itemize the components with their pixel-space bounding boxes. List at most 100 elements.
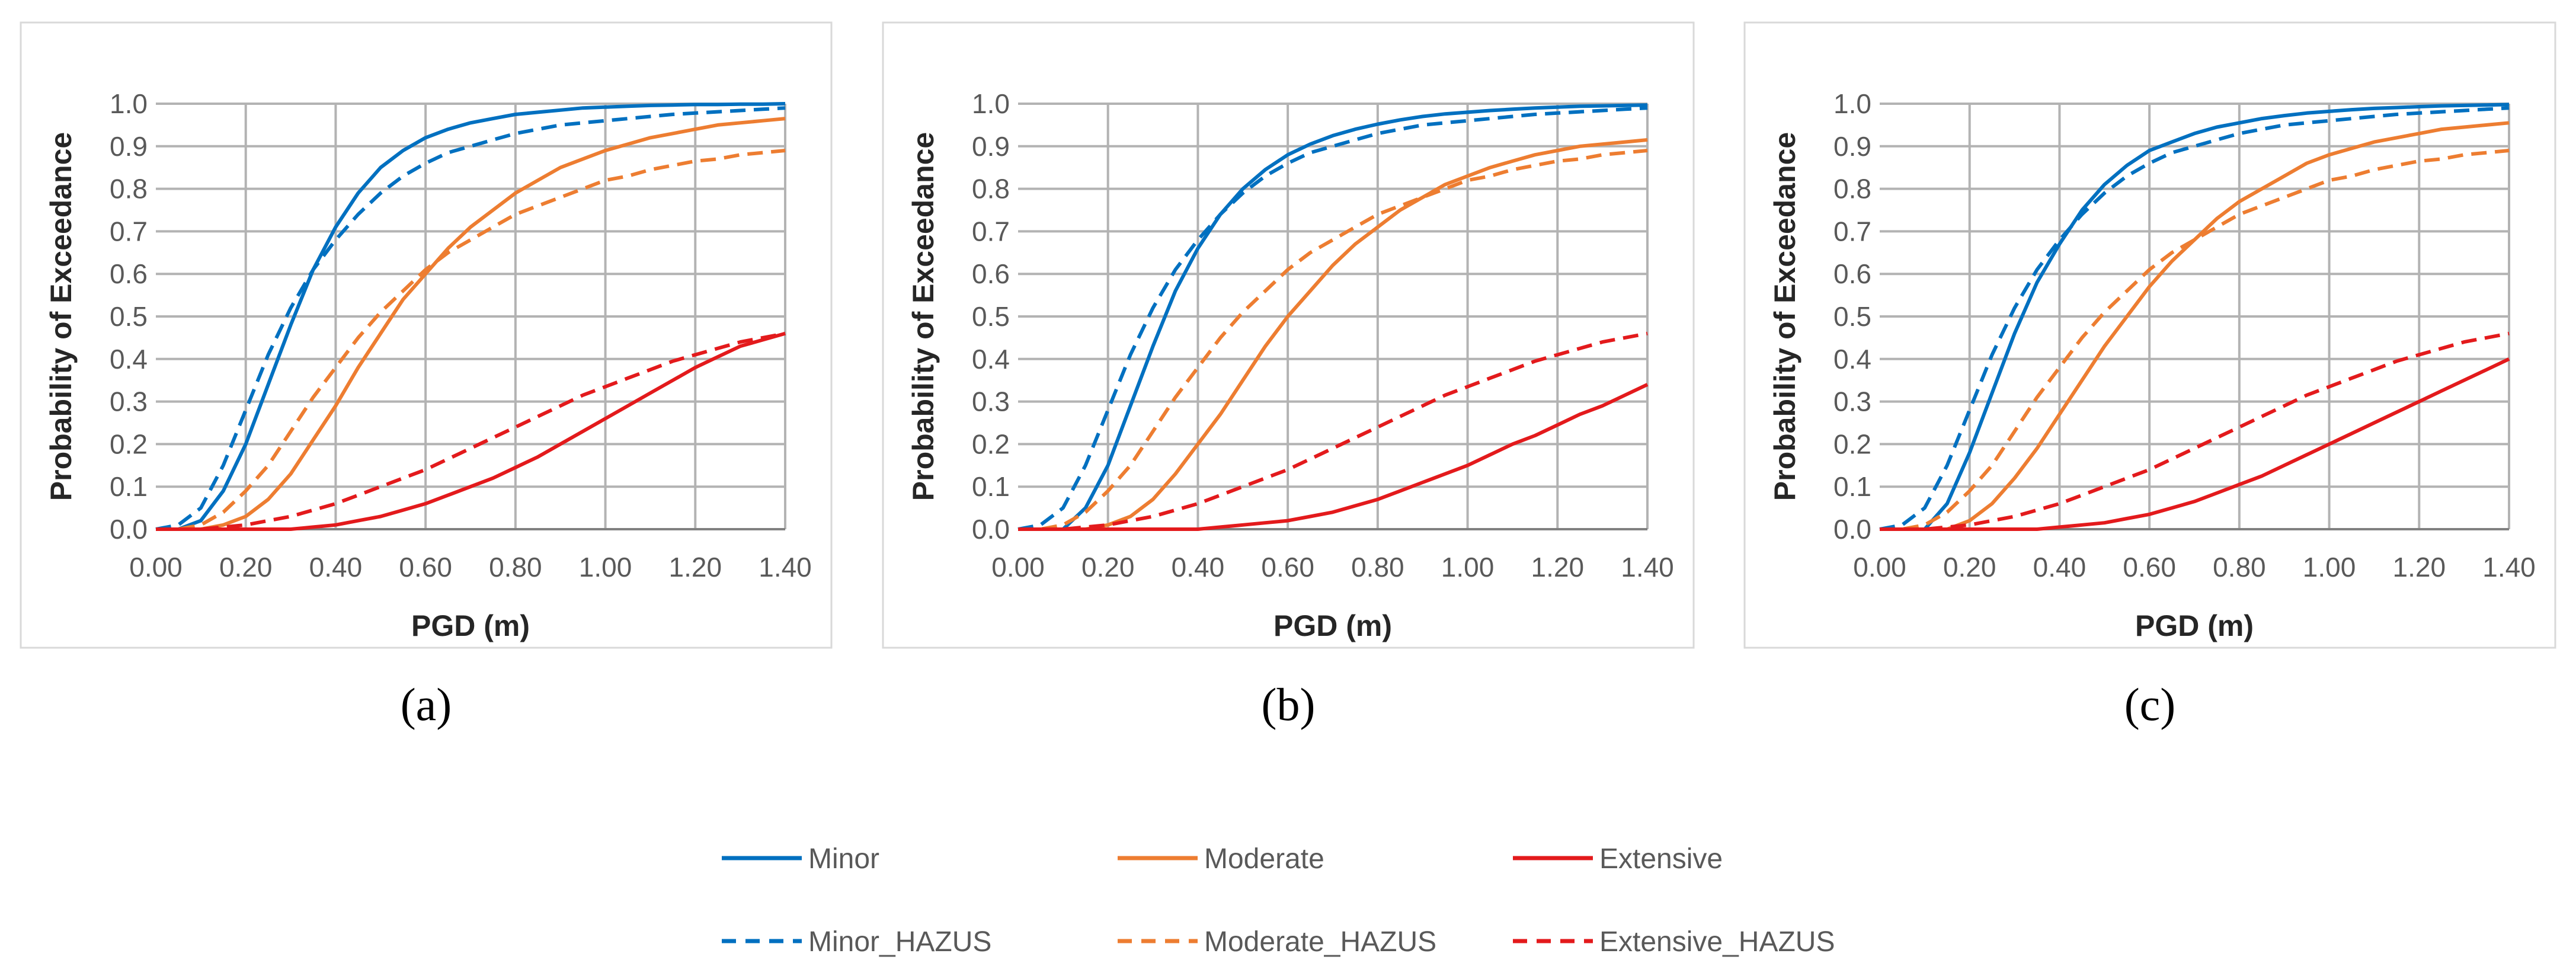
x-tick-label: 0.20 bbox=[219, 552, 273, 583]
x-tick-label: 0.80 bbox=[1351, 552, 1404, 583]
y-tick-label: 0.0 bbox=[110, 514, 148, 545]
y-tick-label: 0.9 bbox=[110, 131, 148, 162]
x-axis-title: PGD (m) bbox=[1273, 609, 1392, 642]
x-tick-label: 0.80 bbox=[489, 552, 542, 583]
x-axis-title: PGD (m) bbox=[2135, 609, 2254, 642]
x-tick-label: 0.40 bbox=[309, 552, 363, 583]
x-tick-label: 0.60 bbox=[399, 552, 452, 583]
y-tick-label: 0.3 bbox=[972, 386, 1010, 417]
series-line-moderate bbox=[1018, 138, 1648, 531]
panel-caption: (c) bbox=[2124, 679, 2176, 730]
x-tick-label: 0.00 bbox=[129, 552, 183, 583]
x-tick-label: 0.60 bbox=[1261, 552, 1314, 583]
series-line-extensive bbox=[1880, 357, 2510, 531]
legend-label: Minor bbox=[808, 843, 879, 875]
y-tick-label: 0.4 bbox=[1833, 344, 1871, 375]
x-axis-title: PGD (m) bbox=[411, 609, 530, 642]
y-tick-label: 0.1 bbox=[1833, 471, 1871, 502]
y-tick-label: 0.3 bbox=[110, 386, 148, 417]
y-tick-label: 0.2 bbox=[1833, 428, 1871, 459]
y-tick-label: 0.3 bbox=[1833, 386, 1871, 417]
y-tick-label: 0.4 bbox=[972, 344, 1010, 375]
legend-item: Moderate_HAZUS bbox=[1118, 926, 1436, 958]
series-line-extensive-hazus bbox=[1018, 331, 1648, 531]
y-tick-label: 0.2 bbox=[110, 428, 148, 459]
y-tick-label: 0.1 bbox=[110, 471, 148, 502]
x-tick-label: 1.00 bbox=[579, 552, 632, 583]
legend-item: Minor bbox=[722, 843, 879, 875]
y-tick-label: 0.6 bbox=[110, 258, 148, 289]
x-tick-label: 1.20 bbox=[2393, 552, 2446, 583]
x-tick-label: 0.20 bbox=[1081, 552, 1135, 583]
x-tick-label: 0.40 bbox=[2033, 552, 2087, 583]
series-line-moderate bbox=[1880, 121, 2510, 531]
series-line-moderate-hazus bbox=[1880, 149, 2510, 531]
series-line-extensive bbox=[156, 331, 786, 531]
x-tick-label: 1.20 bbox=[669, 552, 722, 583]
x-tick-label: 0.00 bbox=[991, 552, 1045, 583]
y-tick-label: 0.7 bbox=[110, 216, 148, 247]
y-axis-title: Probability of Exceedance bbox=[1768, 132, 1801, 501]
series-line-extensive-hazus bbox=[156, 331, 786, 531]
y-tick-label: 0.9 bbox=[1833, 131, 1871, 162]
x-tick-label: 0.80 bbox=[2213, 552, 2266, 583]
legend-item: Extensive bbox=[1513, 843, 1723, 875]
y-tick-label: 0.0 bbox=[1833, 514, 1871, 545]
x-tick-label: 0.60 bbox=[2123, 552, 2176, 583]
y-tick-label: 0.1 bbox=[972, 471, 1010, 502]
x-tick-label: 1.40 bbox=[759, 552, 812, 583]
series-line-minor bbox=[156, 102, 786, 531]
chart-panel: 0.0 0.1 0.2 0.3 0.4 0.5 0.6 0.7 0.8 0.9 1.0 0.00 0.2… bbox=[1743, 21, 2556, 730]
y-tick-label: 0.2 bbox=[972, 428, 1010, 459]
chart-panels: 0.0 0.1 0.2 0.3 0.4 0.5 0.6 0.7 0.8 0.9 1.0 0.00 0.2… bbox=[20, 21, 2556, 730]
x-tick-label: 1.20 bbox=[1531, 552, 1585, 583]
series-line-minor-hazus bbox=[155, 106, 786, 531]
y-tick-label: 0.5 bbox=[110, 301, 148, 332]
legend-label: Extensive_HAZUS bbox=[1599, 926, 1835, 958]
y-tick-label: 0.6 bbox=[972, 258, 1010, 289]
y-tick-label: 1.0 bbox=[110, 88, 148, 119]
series-line-minor bbox=[1018, 103, 1648, 531]
y-tick-label: 0.8 bbox=[1833, 174, 1871, 204]
x-tick-label: 1.40 bbox=[2482, 552, 2536, 583]
y-tick-label: 1.0 bbox=[972, 88, 1010, 119]
panel-caption: (b) bbox=[1262, 679, 1316, 730]
legend-item: Moderate bbox=[1118, 843, 1324, 875]
legend-label: Moderate_HAZUS bbox=[1204, 926, 1436, 958]
y-tick-label: 0.7 bbox=[1833, 216, 1871, 247]
y-axis-title: Probability of Exceedance bbox=[44, 132, 78, 501]
series-line-minor bbox=[1880, 103, 2510, 531]
legend: Minor Moderate Extensive Minor_HAZUS Moderat… bbox=[722, 843, 1835, 958]
series-line-minor-hazus bbox=[1017, 106, 1648, 531]
series-line-extensive-hazus bbox=[1880, 331, 2510, 531]
legend-label: Moderate bbox=[1204, 843, 1324, 875]
x-tick-label: 0.20 bbox=[1943, 552, 1996, 583]
chart-panel: 0.0 0.1 0.2 0.3 0.4 0.5 0.6 0.7 0.8 0.9 1.0 0.00 0.2… bbox=[882, 21, 1695, 730]
legend-item: Extensive_HAZUS bbox=[1513, 926, 1835, 958]
x-tick-label: 1.00 bbox=[1441, 552, 1495, 583]
chart-panel: 0.0 0.1 0.2 0.3 0.4 0.5 0.6 0.7 0.8 0.9 1.0 0.00 0.2… bbox=[20, 21, 833, 730]
y-tick-label: 0.8 bbox=[972, 174, 1010, 204]
legend-item: Minor_HAZUS bbox=[722, 926, 991, 958]
y-axis-title: Probability of Exceedance bbox=[907, 132, 940, 501]
panel-caption: (a) bbox=[401, 679, 452, 730]
y-tick-label: 0.7 bbox=[972, 216, 1010, 247]
x-tick-label: 1.00 bbox=[2303, 552, 2356, 583]
x-tick-label: 0.00 bbox=[1853, 552, 1906, 583]
y-tick-label: 0.4 bbox=[110, 344, 148, 375]
series-line-extensive bbox=[1018, 383, 1649, 531]
y-tick-label: 0.8 bbox=[110, 174, 148, 204]
series-line-moderate-hazus bbox=[1018, 149, 1648, 531]
series-line-moderate bbox=[156, 117, 786, 531]
y-tick-label: 0.6 bbox=[1833, 258, 1871, 289]
legend-label: Extensive bbox=[1599, 843, 1723, 875]
y-tick-label: 1.0 bbox=[1833, 88, 1871, 119]
y-tick-label: 0.0 bbox=[972, 514, 1010, 545]
x-tick-label: 1.40 bbox=[1621, 552, 1674, 583]
y-tick-label: 0.9 bbox=[972, 131, 1010, 162]
legend-label: Minor_HAZUS bbox=[808, 926, 991, 958]
y-tick-label: 0.5 bbox=[1833, 301, 1871, 332]
x-tick-label: 0.40 bbox=[1172, 552, 1225, 583]
y-tick-label: 0.5 bbox=[972, 301, 1010, 332]
